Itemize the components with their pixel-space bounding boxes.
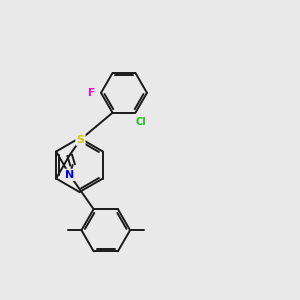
Text: N: N [65,170,74,180]
Text: S: S [76,135,85,145]
Text: F: F [88,88,96,98]
Text: Cl: Cl [135,117,146,127]
